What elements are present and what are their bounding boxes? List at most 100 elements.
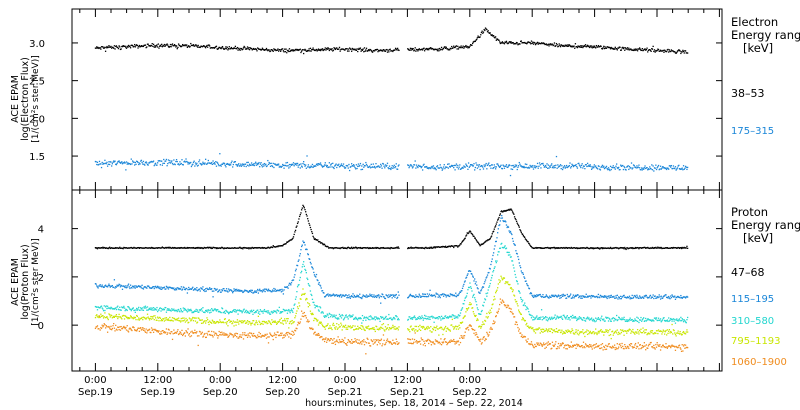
data-point (561, 247, 563, 249)
data-point (584, 247, 586, 249)
data-point (408, 295, 410, 298)
data-point (502, 211, 504, 213)
data-point (604, 46, 606, 48)
data-point (613, 320, 615, 322)
data-point (435, 292, 437, 294)
data-point (538, 294, 540, 296)
data-point (154, 307, 156, 310)
data-point (267, 312, 269, 314)
data-point (421, 325, 423, 328)
data-point (434, 48, 436, 50)
data-point (130, 44, 132, 47)
data-point (528, 167, 531, 169)
data-point (682, 165, 685, 167)
data-point (294, 49, 296, 52)
data-point (362, 326, 364, 328)
data-point (478, 242, 480, 245)
data-point (442, 317, 445, 320)
data-point (571, 46, 573, 48)
data-point (395, 247, 397, 249)
data-point (568, 45, 570, 47)
data-point (344, 294, 347, 296)
data-point (598, 296, 600, 298)
data-point (490, 277, 493, 279)
data-point (636, 165, 638, 167)
data-point (280, 50, 282, 52)
data-point (360, 297, 362, 299)
data-point (340, 48, 342, 51)
data-point (119, 246, 121, 248)
data-point (340, 317, 343, 319)
data-point (355, 164, 358, 166)
data-point (415, 167, 417, 169)
data-point (293, 49, 295, 51)
data-point (465, 296, 467, 298)
data-point (358, 47, 360, 50)
data-point (429, 167, 431, 169)
data-point (468, 270, 470, 272)
data-point (412, 166, 414, 168)
data-point (252, 292, 255, 294)
data-point (356, 294, 358, 296)
data-point (319, 242, 322, 244)
data-point (386, 318, 388, 320)
data-point (616, 314, 618, 317)
data-point (278, 289, 280, 291)
data-point (333, 47, 335, 49)
data-point (278, 163, 280, 165)
data-point (458, 166, 460, 168)
data-point (360, 50, 362, 52)
data-point (140, 317, 142, 320)
data-point (562, 314, 564, 317)
data-point (336, 47, 338, 49)
data-point (134, 287, 136, 289)
data-point (515, 220, 518, 223)
data-point (292, 164, 294, 166)
data-point (152, 317, 154, 319)
data-point (137, 161, 139, 164)
data-point (265, 49, 267, 51)
data-point (652, 247, 654, 249)
data-point (341, 164, 343, 167)
data-point (670, 166, 672, 168)
data-point (96, 46, 98, 48)
data-point (223, 310, 226, 313)
data-point (396, 49, 398, 51)
data-point (157, 317, 159, 319)
data-point (254, 247, 256, 249)
data-point (623, 165, 625, 168)
data-point (452, 314, 454, 316)
data-point (378, 297, 381, 299)
data-point (489, 32, 491, 34)
data-point (369, 328, 372, 330)
data-point (261, 322, 263, 325)
data-point (454, 315, 456, 317)
data-point (463, 238, 466, 240)
data-point (559, 46, 562, 48)
data-point (551, 316, 553, 318)
data-point (599, 248, 601, 250)
data-point (186, 247, 188, 249)
data-point (178, 247, 180, 249)
data-point (470, 303, 472, 305)
data-point (478, 292, 481, 294)
data-point (182, 288, 184, 290)
data-point (592, 320, 594, 322)
data-point (286, 241, 288, 243)
data-point (270, 49, 272, 51)
data-point (417, 317, 420, 320)
data-point (477, 319, 479, 321)
data-point (256, 309, 258, 312)
data-point (614, 46, 616, 48)
data-point (407, 247, 409, 250)
data-point (135, 285, 137, 287)
data-point (656, 49, 658, 52)
data-point (262, 312, 264, 314)
data-point (136, 247, 138, 249)
data-point (637, 317, 639, 319)
data-point (104, 284, 107, 286)
data-point (495, 223, 497, 225)
data-point (167, 45, 170, 48)
data-point (506, 209, 508, 211)
data-point (480, 290, 482, 292)
